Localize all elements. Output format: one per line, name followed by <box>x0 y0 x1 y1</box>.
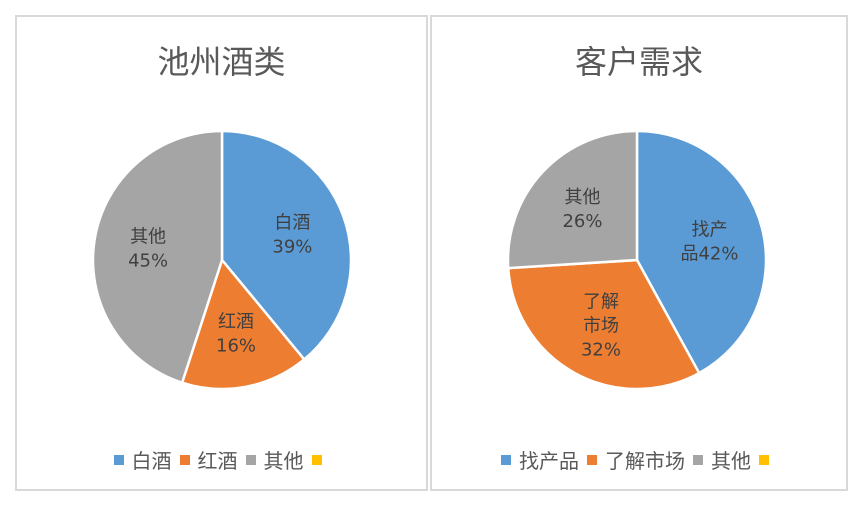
legend-label: 找产品 <box>519 449 579 473</box>
legend: 找产品 了解市场 其他 <box>432 445 846 474</box>
legend-swatch <box>693 454 703 465</box>
legend: 白酒 红酒 其他 <box>17 445 426 474</box>
data-label: 其他 26% <box>562 187 602 232</box>
pie-slice-0 <box>220 129 353 362</box>
data-label: 红酒 16% <box>216 311 256 356</box>
legend-label: 白酒 <box>131 449 172 473</box>
legend-label: 红酒 <box>197 449 238 473</box>
pie-slice-2 <box>91 129 224 385</box>
chart-panel-customer-needs: 客户需求 找产品42% 了解市场 32% 其他 26% 找产品 了解市场 其他 <box>430 15 848 491</box>
pie-chart: 白酒 39% 红酒 16% 其他 45% <box>91 129 353 391</box>
data-label: 其他 45% <box>128 226 168 271</box>
pie-slice-0 <box>635 129 768 375</box>
legend-item: 其他 <box>693 445 751 474</box>
pie-slice-1 <box>506 258 701 391</box>
legend-item: 了解市场 <box>587 445 685 474</box>
chart-title: 客户需求 <box>574 43 703 81</box>
legend-label: 其他 <box>711 449 751 473</box>
legend-swatch <box>587 454 597 465</box>
data-label: 白酒 39% <box>272 213 312 258</box>
legend-swatch <box>113 454 124 465</box>
legend-swatch <box>245 454 256 465</box>
pie-chart: 找产品42% 了解市场 32% 其他 26% <box>506 129 768 391</box>
chart-panel-liquor: 池州酒类 白酒 39% 红酒 16% 其他 45% 白酒 红酒 其他 <box>15 15 428 491</box>
legend-item: 白酒 <box>113 445 172 474</box>
legend-swatch <box>759 454 769 465</box>
legend-swatch <box>311 454 322 465</box>
data-label: 了解市场 32% <box>581 292 621 361</box>
legend-label: 了解市场 <box>605 449 685 473</box>
pie-slice-2 <box>506 129 639 270</box>
legend-item <box>759 454 777 465</box>
data-label: 找产品42% <box>680 219 738 264</box>
legend-item: 找产品 <box>501 445 579 474</box>
chart-title: 池州酒类 <box>157 43 286 81</box>
legend-swatch <box>501 454 511 465</box>
legend-swatch <box>179 454 190 465</box>
legend-item: 红酒 <box>179 445 238 474</box>
legend-label: 其他 <box>263 449 304 473</box>
legend-item: 其他 <box>245 445 304 474</box>
legend-item <box>311 454 330 465</box>
